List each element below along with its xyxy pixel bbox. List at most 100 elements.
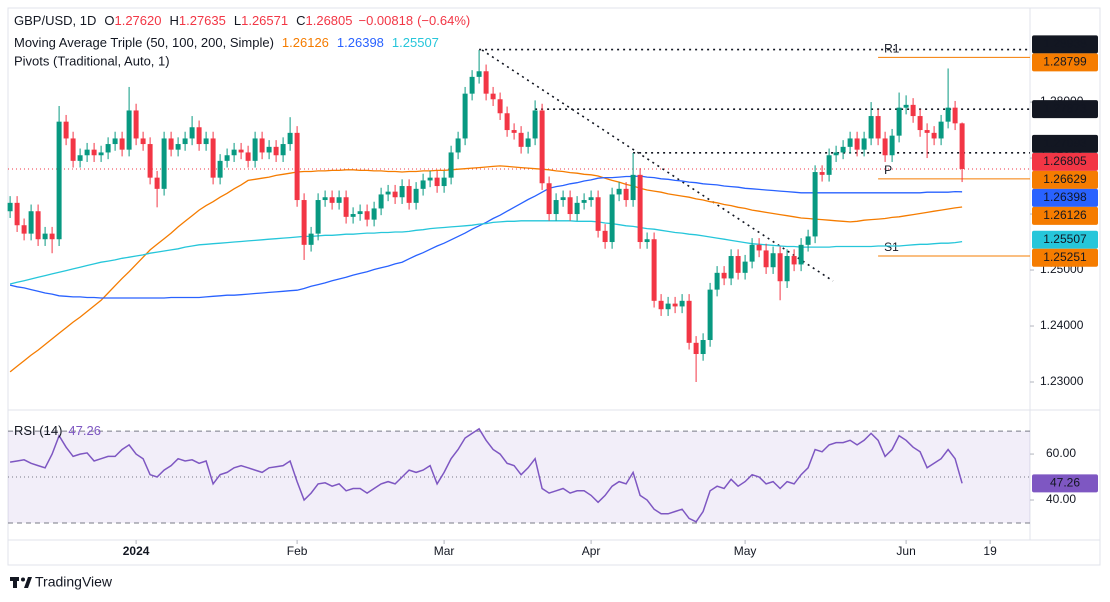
- moving-average: [9, 220, 963, 285]
- candle-body: [721, 272, 727, 279]
- moving-average: [9, 165, 963, 373]
- candle-body: [84, 149, 90, 156]
- candle-body: [413, 188, 419, 203]
- candle-body: [462, 93, 468, 139]
- price-tag: [1032, 134, 1098, 153]
- candle-body: [399, 186, 405, 198]
- candle-body: [728, 256, 734, 279]
- candle-body: [497, 99, 503, 114]
- candle-body: [595, 197, 601, 231]
- candle-body: [154, 177, 160, 189]
- x-tick-label: Feb: [287, 544, 308, 558]
- ma-name: Moving Average Triple (50, 100, 200, Sim…: [14, 35, 274, 50]
- change: −0.00818: [359, 13, 414, 28]
- candle-body: [42, 233, 48, 240]
- x-tick-label: Jun: [896, 544, 915, 558]
- candle-body: [343, 197, 349, 217]
- candle-body: [847, 138, 853, 147]
- moving-average: [9, 175, 963, 299]
- candle-body: [392, 191, 398, 198]
- candle-body: [203, 138, 209, 145]
- brand-name: TradingView: [35, 574, 113, 590]
- x-tick-label: 19: [983, 544, 997, 558]
- candle-body: [805, 236, 811, 245]
- candle-body: [714, 272, 720, 290]
- candle-body: [14, 202, 20, 226]
- candle-body: [35, 211, 41, 240]
- price-tag-label: 1.26398: [1043, 190, 1087, 204]
- candle-body: [791, 256, 797, 265]
- candle-body: [357, 211, 363, 215]
- candle-body: [525, 138, 531, 147]
- candle-body: [532, 110, 538, 139]
- candle-body: [756, 244, 762, 251]
- candle-body: [630, 174, 636, 201]
- candle-body: [280, 144, 286, 156]
- candle-body: [910, 104, 916, 117]
- candle-body: [840, 146, 846, 153]
- pivot-label: R1: [884, 41, 900, 55]
- candle-body: [882, 138, 888, 156]
- candle-body: [287, 132, 293, 145]
- x-tick-label: Mar: [434, 544, 455, 558]
- candle-body: [504, 113, 510, 131]
- candle-body: [644, 239, 650, 243]
- candle-body: [945, 107, 951, 122]
- price-tag: [1032, 248, 1098, 267]
- candle-body: [658, 300, 664, 310]
- candle-body: [931, 132, 937, 139]
- ohlc-value: 1.27635: [179, 13, 226, 28]
- rsi-tag-label: 47.26: [1050, 476, 1080, 490]
- candle-body: [273, 146, 279, 156]
- candle-body: [252, 138, 258, 161]
- candle-body: [903, 104, 909, 108]
- candle-body: [637, 174, 643, 243]
- candle-body: [770, 253, 776, 268]
- price-tag-label: 1.26126: [1043, 208, 1087, 222]
- candle-body: [469, 76, 475, 94]
- candle-body: [322, 197, 328, 201]
- candle-body: [70, 138, 76, 161]
- rsi-last: 47.26: [68, 423, 101, 438]
- candle-body: [854, 138, 860, 150]
- candle-body: [63, 121, 69, 139]
- ma-last: 1.26126: [282, 35, 329, 50]
- candle-body: [623, 188, 629, 201]
- candle-body: [777, 253, 783, 282]
- rsi-line: [9, 427, 963, 523]
- candle-body: [189, 127, 195, 139]
- candle-body: [553, 200, 559, 215]
- candle-body: [889, 135, 895, 156]
- candle-body: [574, 202, 580, 215]
- candle-body: [371, 208, 377, 220]
- candle-body: [812, 172, 818, 237]
- candle-body: [224, 155, 230, 161]
- logo-part: [24, 577, 32, 588]
- candle-body: [826, 155, 832, 175]
- ohlc-key: O: [104, 13, 114, 28]
- candle-body: [700, 340, 706, 355]
- candle-body: [546, 183, 552, 215]
- candle-body: [924, 130, 930, 133]
- price-tag: [1032, 230, 1098, 249]
- candle-body: [266, 146, 272, 153]
- candle-body: [140, 138, 146, 145]
- candle-body: [91, 149, 97, 156]
- price-tag-label: 1.25251: [1043, 250, 1087, 264]
- candle-body: [259, 138, 265, 153]
- candle-body: [518, 132, 524, 147]
- y-tick-label: 1.24000: [1040, 318, 1084, 332]
- candle-body: [238, 149, 244, 153]
- change-pct: (−0.64%): [417, 13, 470, 28]
- candle-body: [875, 116, 881, 139]
- candle-body: [609, 194, 615, 243]
- candle-body: [98, 152, 104, 156]
- candle-body: [308, 233, 314, 245]
- candle-body: [350, 214, 356, 217]
- candle-body: [315, 200, 321, 234]
- price-tag: [1032, 188, 1098, 207]
- price-tag-label: 1.27873: [1043, 101, 1087, 115]
- candle-body: [833, 152, 839, 156]
- price-tag-label: 1.25507: [1043, 232, 1087, 246]
